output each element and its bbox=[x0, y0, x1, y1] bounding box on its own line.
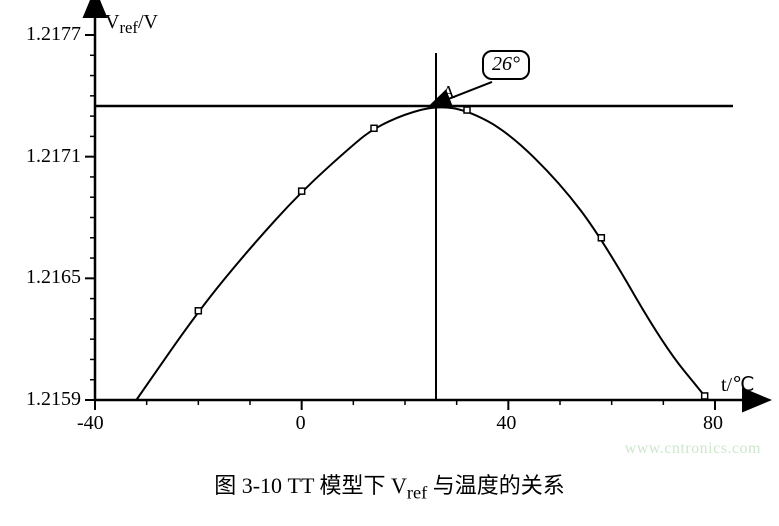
watermark-text: www.cntronics.com bbox=[625, 440, 761, 458]
x-tick-label: 80 bbox=[703, 412, 723, 435]
peak-point-label: A bbox=[442, 82, 455, 103]
caption-sub: ref bbox=[407, 482, 427, 502]
y-tick-label: 1.2159 bbox=[26, 388, 81, 411]
x-axis-label: t/℃ bbox=[721, 372, 755, 397]
y-axis-label: Vref/V bbox=[105, 11, 158, 38]
caption-prefix: 图 3-10 TT 模型下 V bbox=[214, 473, 407, 498]
peak-temperature-callout: 26° bbox=[482, 50, 530, 80]
y-tick-label: 1.2171 bbox=[26, 145, 81, 168]
y-tick-label: 1.2177 bbox=[26, 23, 81, 46]
x-tick-label: 0 bbox=[296, 412, 306, 435]
caption-suffix: 与温度的关系 bbox=[427, 473, 565, 498]
x-tick-label: 40 bbox=[496, 412, 516, 435]
x-tick-label: -40 bbox=[77, 412, 104, 435]
figure-caption: 图 3-10 TT 模型下 Vref 与温度的关系 bbox=[0, 468, 779, 503]
y-tick-label: 1.2165 bbox=[26, 266, 81, 289]
